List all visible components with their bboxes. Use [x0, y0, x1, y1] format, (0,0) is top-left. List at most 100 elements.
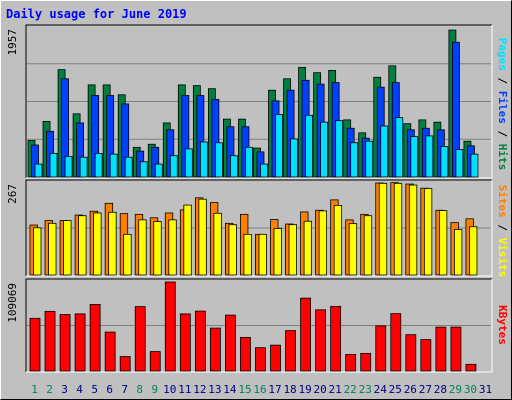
bar-visits-day-15 — [243, 233, 252, 276]
bar-pages-day-23 — [365, 140, 374, 178]
bar-kbytes-day-16 — [255, 347, 266, 372]
x-tick-label-day-14: 14 — [223, 383, 237, 396]
x-tick-label-day-26: 26 — [404, 383, 417, 396]
x-tick-label-day-31: 31 — [479, 383, 492, 396]
bar-visits-day-5 — [93, 212, 102, 276]
bar-pages-day-19 — [305, 114, 313, 178]
panel-edge-dark — [25, 24, 492, 178]
x-tick-label-day-8: 8 — [136, 383, 143, 396]
bar-pages-day-30 — [470, 153, 479, 178]
bar-kbytes-day-24 — [375, 325, 387, 372]
bar-visits-day-27 — [423, 188, 433, 276]
bar-visits-day-20 — [318, 210, 328, 276]
y-max-label-1: 1957 — [6, 29, 19, 56]
bar-visits-day-23 — [363, 215, 373, 276]
x-tick-label-day-7: 7 — [121, 383, 128, 396]
chart-title: Daily usage for June 2019 — [6, 7, 187, 21]
bar-pages-day-3 — [64, 156, 73, 178]
bar-kbytes-day-20 — [315, 309, 327, 372]
x-tick-label-day-13: 13 — [208, 383, 221, 396]
bar-kbytes-day-29 — [450, 326, 462, 372]
bar-pages-day-2 — [49, 152, 58, 178]
y-max-label-3: 109069 — [6, 283, 19, 323]
bar-pages-day-9 — [154, 163, 163, 178]
bar-visits-day-12 — [198, 198, 207, 276]
bar-kbytes-day-6 — [104, 331, 116, 372]
x-axis-day-labels: 1 2 3 4 5 6 7 8 9 10 11 12 13 14 15 16 17 18 19 20 21 22 23 24 2… — [31, 383, 492, 396]
x-tick-label-day-4: 4 — [76, 383, 83, 396]
bar-kbytes-day-23 — [360, 352, 372, 372]
bar-visits-day-4 — [78, 215, 87, 276]
bar-pages-day-15 — [245, 146, 253, 178]
x-tick-label-day-5: 5 — [91, 383, 98, 396]
x-tick-label-day-16: 16 — [253, 383, 266, 396]
bar-kbytes-day-8 — [134, 306, 146, 372]
x-tick-label-day-18: 18 — [283, 383, 296, 396]
bar-kbytes-day-2 — [44, 310, 56, 372]
bar-pages-day-26 — [410, 136, 419, 178]
legend-pages: Pages — [496, 38, 509, 71]
bar-pages-day-10 — [169, 155, 178, 178]
bar-visits-day-25 — [393, 182, 403, 276]
bar-visits-day-3 — [63, 220, 72, 276]
bar-kbytes-day-25 — [390, 313, 402, 372]
legend-hits: Hits — [496, 144, 509, 171]
legend-sites-visits: Sites / Visits — [496, 185, 509, 278]
bar-visits-day-30 — [469, 226, 478, 276]
bar-visits-day-19 — [303, 220, 312, 276]
bar-pages-day-21 — [335, 120, 344, 178]
x-tick-label-day-25: 25 — [389, 383, 402, 396]
bar-visits-day-26 — [408, 184, 418, 276]
x-tick-label-day-28: 28 — [434, 383, 447, 396]
bar-visits-day-6 — [108, 211, 117, 276]
legend-sep-2: / — [496, 124, 509, 144]
x-tick-label-day-3: 3 — [61, 383, 68, 396]
bar-visits-day-11 — [183, 204, 192, 276]
bar-visits-day-18 — [288, 224, 297, 276]
x-tick-label-day-24: 24 — [374, 383, 388, 396]
panel-edge-dark — [25, 278, 492, 372]
legend-pages-files-hits: Pages / Files / Hits — [496, 38, 509, 171]
bar-kbytes-day-1 — [29, 317, 41, 372]
bar-visits-day-13 — [213, 212, 222, 276]
bar-kbytes-day-9 — [149, 351, 161, 372]
bar-pages-day-4 — [79, 156, 88, 178]
bar-pages-day-27 — [425, 135, 434, 178]
bar-visits-day-9 — [153, 221, 162, 276]
panel-edge-light — [26, 279, 493, 373]
x-tick-label-day-19: 19 — [298, 383, 311, 396]
x-tick-label-day-12: 12 — [193, 383, 206, 396]
bar-pages-day-11 — [184, 148, 193, 178]
bar-visits-day-22 — [348, 223, 358, 276]
bar-kbytes-day-11 — [179, 313, 191, 372]
bar-kbytes-day-12 — [194, 310, 206, 372]
bar-pages-day-7 — [124, 156, 133, 178]
panel-edge-light — [26, 25, 493, 179]
bar-pages-day-17 — [275, 114, 283, 178]
x-tick-label-day-20: 20 — [314, 383, 327, 396]
bar-visits-day-29 — [454, 229, 463, 276]
bar-visits-day-2 — [48, 222, 57, 276]
x-tick-label-day-29: 29 — [449, 383, 462, 396]
x-tick-label-day-17: 17 — [268, 383, 281, 396]
bar-pages-day-12 — [199, 141, 208, 178]
bar-kbytes-day-17 — [270, 344, 281, 372]
x-tick-label-day-1: 1 — [31, 383, 38, 396]
legend-kbytes: KBytes — [496, 305, 509, 345]
x-tick-label-day-30: 30 — [464, 383, 477, 396]
bar-kbytes-day-21 — [330, 305, 342, 372]
bar-visits-day-17 — [273, 228, 282, 276]
bar-pages-day-28 — [440, 146, 449, 178]
legend-sites: Sites — [496, 185, 509, 218]
bar-visits-day-16 — [258, 233, 267, 276]
bar-visits-day-8 — [138, 219, 147, 276]
x-tick-label-day-15: 15 — [238, 383, 251, 396]
legend-sep-1: / — [496, 71, 509, 91]
bar-kbytes-day-14 — [225, 314, 236, 372]
bar-kbytes-day-22 — [345, 354, 357, 372]
x-tick-label-day-2: 2 — [46, 383, 53, 396]
bar-pages-day-14 — [230, 155, 238, 178]
bar-kbytes-day-26 — [405, 334, 417, 372]
bar-kbytes-day-3 — [59, 314, 71, 372]
